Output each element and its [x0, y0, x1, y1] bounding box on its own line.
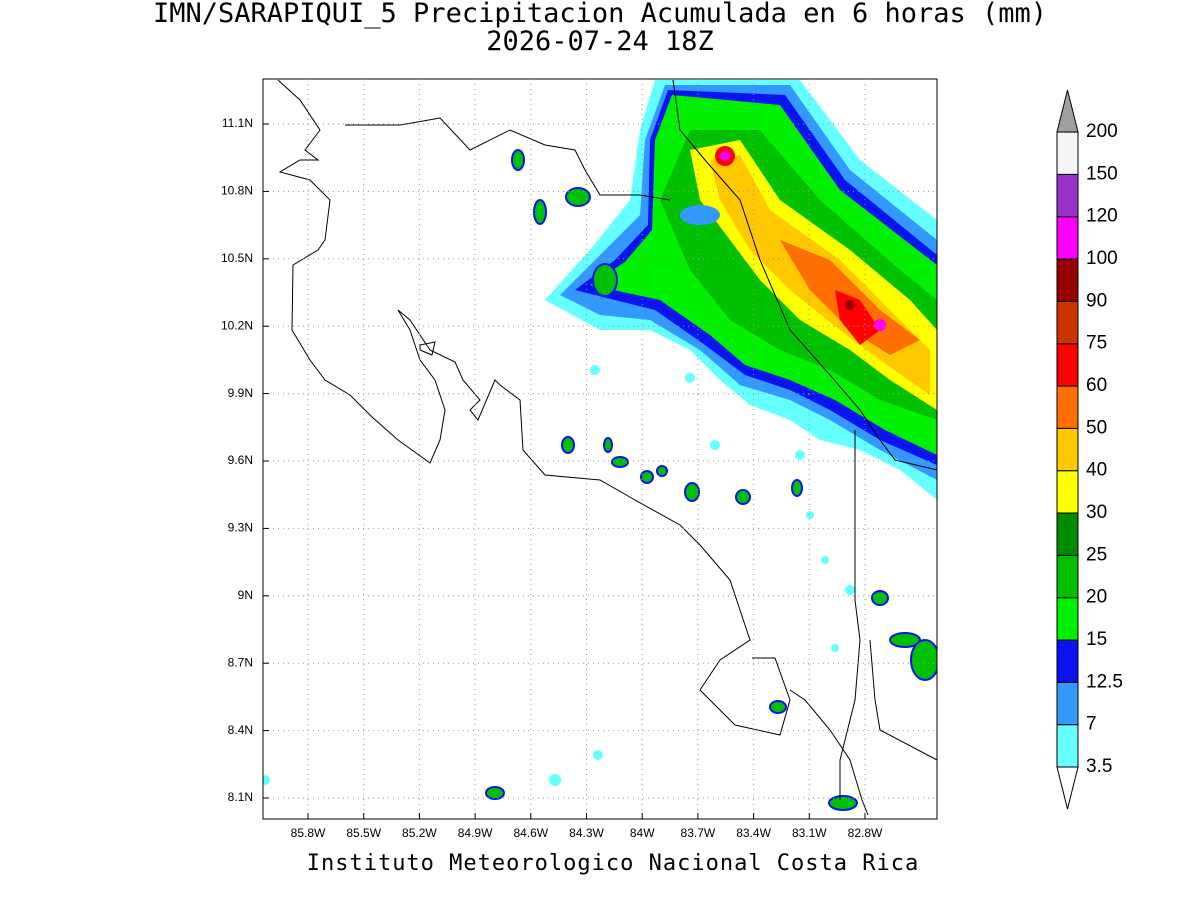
colorbar-box [1056, 597, 1079, 641]
colorbar-box [1056, 343, 1079, 387]
lat-label: 8.7N [228, 655, 253, 669]
colorbar-label: 15 [1086, 629, 1107, 650]
colorbar-label: 150 [1086, 163, 1118, 184]
lat-label: 8.4N [228, 723, 253, 737]
colorbar-label: 7 [1086, 714, 1097, 735]
lon-label: 82.8W [848, 826, 883, 840]
lon-label: 85.2W [402, 826, 437, 840]
coastline [277, 79, 938, 816]
lon-label: 84.3W [569, 826, 604, 840]
lon-label: 83.4W [736, 826, 771, 840]
colorbar-label: 40 [1086, 460, 1107, 481]
colorbar-box [1056, 639, 1079, 683]
colorbar-label: 50 [1086, 417, 1107, 438]
lat-label: 11.1N [222, 116, 253, 130]
lat-label: 8.1N [228, 790, 253, 804]
colorbar-box [1056, 300, 1079, 345]
colorbar-label: 20 [1086, 587, 1107, 608]
lon-label: 84.9W [458, 826, 493, 840]
lat-label: 10.2N [221, 318, 253, 332]
colorbar-box [1056, 131, 1079, 175]
lat-label: 9.9N [228, 386, 253, 400]
colorbar-over [1056, 89, 1079, 133]
colorbar-label: 75 [1086, 333, 1107, 354]
colorbar-under [1056, 766, 1079, 810]
title: IMN/SARAPIQUI_5 Precipitacion Acumulada … [153, 0, 1047, 29]
colorbar-label: 3.5 [1086, 756, 1112, 777]
lat-label: 10.8N [221, 184, 253, 198]
lat-label: 9.6N [228, 453, 253, 467]
colorbar-label: 90 [1086, 290, 1107, 311]
colorbar-box [1056, 385, 1079, 429]
colorbar-box [1056, 681, 1079, 726]
colorbar-box [1056, 258, 1079, 302]
lon-label: 84W [630, 826, 655, 840]
colorbar-box [1056, 427, 1079, 472]
colorbar-box [1056, 470, 1079, 514]
colorbar-label: 12.5 [1086, 671, 1123, 692]
lat-label: 9N [238, 588, 253, 602]
colorbar-box [1056, 554, 1079, 599]
lon-label: 84.6W [513, 826, 548, 840]
colorbar-box [1056, 216, 1079, 260]
lon-label: 85.8W [291, 826, 326, 840]
footer: Instituto Meteorologico Nacional Costa R… [307, 851, 920, 876]
colorbar-label: 30 [1086, 502, 1107, 523]
colorbar-label: 200 [1086, 121, 1118, 142]
subtitle: 2026-07-24 18Z [486, 26, 714, 57]
colorbar-box [1056, 512, 1079, 556]
precipitation-field [263, 80, 937, 811]
colorbar-label: 60 [1086, 375, 1107, 396]
colorbar-box [1056, 173, 1079, 218]
lat-label: 9.3N [228, 521, 253, 535]
lat-label: 10.5N [221, 251, 253, 265]
lon-label: 83.1W [792, 826, 827, 840]
map-frame [262, 78, 938, 820]
colorbar-box [1056, 724, 1079, 768]
lon-label: 83.7W [681, 826, 716, 840]
colorbar-label: 100 [1086, 248, 1118, 269]
colorbar-label: 120 [1086, 206, 1118, 227]
lon-label: 85.5W [346, 826, 381, 840]
colorbar-label: 25 [1086, 544, 1107, 565]
